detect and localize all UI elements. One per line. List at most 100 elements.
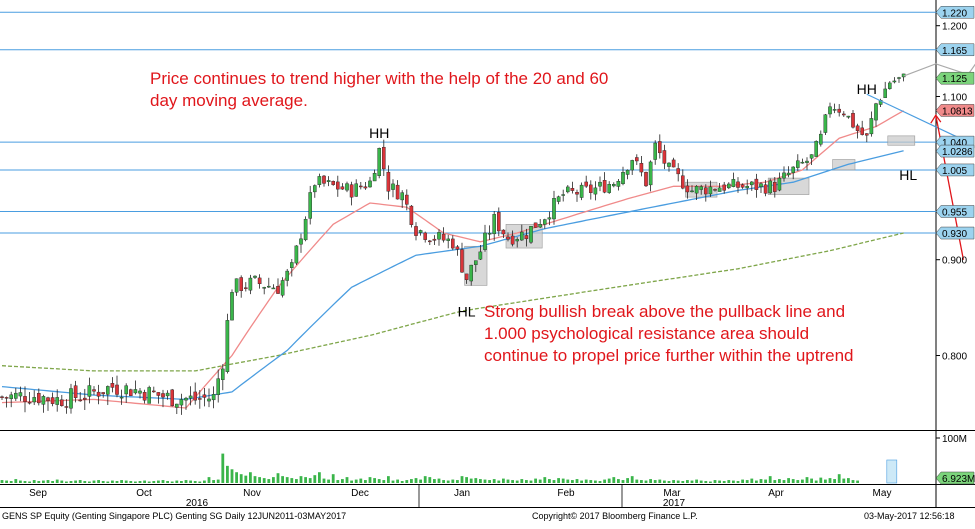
volume-bar xyxy=(437,478,441,483)
candle-body xyxy=(602,180,607,193)
volume-bar xyxy=(552,480,556,483)
volume-bar xyxy=(106,481,110,483)
volume-bar xyxy=(120,480,123,483)
candle-body xyxy=(492,214,497,235)
volume-bar xyxy=(856,480,859,483)
candle-body xyxy=(128,389,133,396)
candle-body xyxy=(285,270,290,281)
chart-footer: GENS SP Equity (Genting Singapore PLC) G… xyxy=(0,508,975,524)
volume-bar xyxy=(354,479,358,483)
volume-bar xyxy=(640,480,643,483)
candle-body xyxy=(299,238,303,245)
volume-bar xyxy=(180,481,183,483)
volume-bar xyxy=(557,478,560,483)
candle-body xyxy=(570,188,575,191)
volume-bar xyxy=(51,481,54,483)
candle-body xyxy=(359,185,363,188)
volume-bar xyxy=(469,478,473,483)
candle-body xyxy=(409,205,414,225)
candle-body xyxy=(616,181,621,187)
candle-body xyxy=(487,233,492,235)
volume-bar xyxy=(824,479,827,483)
volume-bar xyxy=(313,475,317,483)
volume-bar xyxy=(511,480,514,483)
volume-bar xyxy=(502,478,505,483)
annotation-bottom-line-3: continue to propel price further within … xyxy=(484,346,854,365)
volume-bar xyxy=(773,480,777,483)
volume-bar xyxy=(667,481,671,483)
x-tick-label: Feb xyxy=(557,488,575,499)
plot-layer: HH HH HL HL 1.200 1.100 0.900 0.800 1.220 1.165 1.… xyxy=(0,0,975,509)
candle-body xyxy=(151,390,156,393)
candle-body xyxy=(658,141,662,154)
volume-bar xyxy=(138,481,142,483)
volume-bar xyxy=(548,479,551,483)
candle-body xyxy=(432,238,437,241)
candle-body xyxy=(37,393,41,404)
volume-bar xyxy=(741,479,744,483)
candle-body xyxy=(855,125,860,131)
volume-bar xyxy=(653,480,657,483)
candle-body xyxy=(119,396,124,399)
volume-bar xyxy=(695,479,698,483)
volume-bar xyxy=(571,480,574,483)
candle-body xyxy=(124,385,128,395)
candle-body xyxy=(73,385,78,398)
candle-body xyxy=(225,320,230,372)
candle-body xyxy=(828,106,832,115)
candle-body xyxy=(391,183,395,190)
candle-body xyxy=(271,287,276,290)
candle-body xyxy=(142,391,147,401)
candle-body xyxy=(694,186,699,194)
candle-body xyxy=(579,184,584,198)
volume-bar xyxy=(272,477,275,483)
candle-body xyxy=(635,157,639,162)
candle-body xyxy=(23,396,27,402)
candle-body xyxy=(290,262,294,268)
volume-bar xyxy=(506,479,510,483)
volume-bar xyxy=(203,480,206,483)
candle-body xyxy=(179,399,184,406)
candle-body xyxy=(248,277,253,291)
volume-bar xyxy=(0,480,4,483)
candle-body xyxy=(883,88,887,98)
level-tag: 1.165 xyxy=(935,43,975,57)
x-tick-label: Dec xyxy=(351,488,369,499)
volume-bar xyxy=(672,480,675,483)
level-tag-label: 1.005 xyxy=(942,166,967,177)
candle-body xyxy=(621,172,625,185)
candle-body xyxy=(220,368,225,380)
candle-body xyxy=(731,179,736,187)
candle-body xyxy=(446,238,451,241)
volume-bar xyxy=(290,478,294,483)
candle-body xyxy=(115,384,119,395)
candle-body xyxy=(520,231,524,241)
x-year-label: 2017 xyxy=(663,498,686,509)
volume-bar xyxy=(414,478,418,483)
volume-bar xyxy=(543,477,547,483)
volume-bar xyxy=(833,479,836,483)
candle-body xyxy=(211,394,216,401)
volume-bar xyxy=(212,480,215,483)
candle-body xyxy=(575,192,579,195)
candle-body xyxy=(524,235,529,240)
level-tag: 0.930 xyxy=(935,226,975,240)
level-tag-box xyxy=(935,6,975,19)
volume-bar xyxy=(635,479,639,483)
volume-bar xyxy=(617,479,620,483)
candle-body xyxy=(87,385,92,397)
volume-bar xyxy=(387,476,390,483)
volume-bar xyxy=(801,479,804,483)
volume-bar xyxy=(805,477,809,483)
volume-bar xyxy=(814,480,818,483)
candle-body xyxy=(340,186,345,190)
level-tag-box xyxy=(935,226,975,240)
volume-bar xyxy=(198,481,202,483)
volume-bar xyxy=(626,478,629,483)
candle-body xyxy=(722,184,726,191)
candle-body xyxy=(32,397,36,403)
candle-body xyxy=(529,226,533,243)
level-tag-label: 0.930 xyxy=(942,229,967,240)
volume-bar xyxy=(143,480,146,483)
volume-bar xyxy=(373,478,376,483)
